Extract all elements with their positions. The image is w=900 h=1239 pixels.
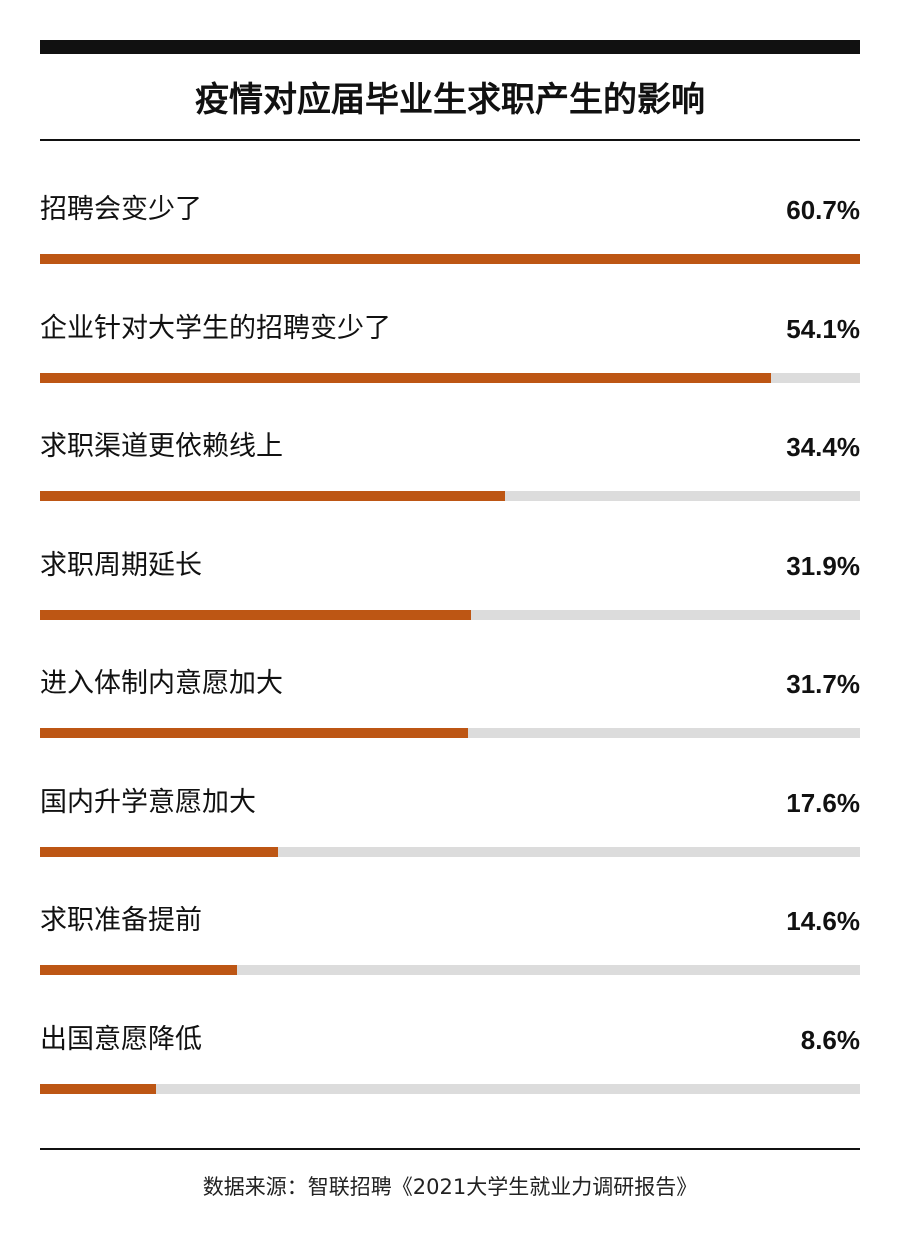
bar — [40, 1084, 156, 1094]
bar-track — [40, 965, 860, 975]
bar-track — [40, 373, 860, 383]
bar — [40, 491, 505, 501]
bar-label: 招聘会变少了 — [40, 194, 202, 225]
bar-value-label: 8.6% — [800, 1025, 860, 1055]
chart-title: 疫情对应届毕业生求职产生的影响 — [195, 80, 705, 120]
source-note: 数据来源：智联招聘《2021大学生就业力调研报告》 — [202, 1175, 698, 1199]
bar-track — [40, 610, 860, 620]
bar-label: 国内升学意愿加大 — [40, 787, 256, 818]
bar-value-label: 34.4% — [786, 432, 860, 462]
bar-track — [40, 728, 860, 738]
bar-label: 求职周期延长 — [40, 550, 202, 581]
bar-track — [40, 491, 860, 501]
bar-row: 求职渠道更依赖线上 34.4% — [40, 427, 860, 507]
bar-row: 进入体制内意愿加大 31.7% — [40, 664, 860, 744]
bar-label: 求职准备提前 — [40, 905, 202, 936]
bar-row: 求职周期延长 31.9% — [40, 546, 860, 626]
bar-track — [40, 1084, 860, 1094]
bar-track — [40, 254, 860, 264]
bottom-rule — [40, 1148, 860, 1150]
bar-value-label: 60.7% — [786, 195, 860, 225]
bar-value-label: 31.7% — [786, 669, 860, 699]
bar-row: 企业针对大学生的招聘变少了 54.1% — [40, 309, 860, 389]
bar-label: 进入体制内意愿加大 — [40, 668, 283, 699]
bar — [40, 254, 860, 264]
bar-row: 招聘会变少了 60.7% — [40, 190, 860, 270]
bar-row: 求职准备提前 14.6% — [40, 901, 860, 981]
bar-value-label: 31.9% — [786, 551, 860, 581]
bar-row: 国内升学意愿加大 17.6% — [40, 783, 860, 863]
bar — [40, 373, 771, 383]
bar — [40, 965, 237, 975]
bar-label: 企业针对大学生的招聘变少了 — [40, 313, 391, 344]
bar-value-label: 14.6% — [786, 906, 860, 936]
bar — [40, 847, 278, 857]
title-rule — [40, 139, 860, 141]
bar-row: 出国意愿降低 8.6% — [40, 1020, 860, 1100]
bar-label: 出国意愿降低 — [40, 1024, 202, 1055]
bar-track — [40, 847, 860, 857]
bar — [40, 610, 471, 620]
bar — [40, 728, 468, 738]
bar-value-label: 54.1% — [786, 314, 860, 344]
bar-value-label: 17.6% — [786, 788, 860, 818]
top-rule — [40, 40, 860, 54]
bar-label: 求职渠道更依赖线上 — [40, 431, 283, 462]
